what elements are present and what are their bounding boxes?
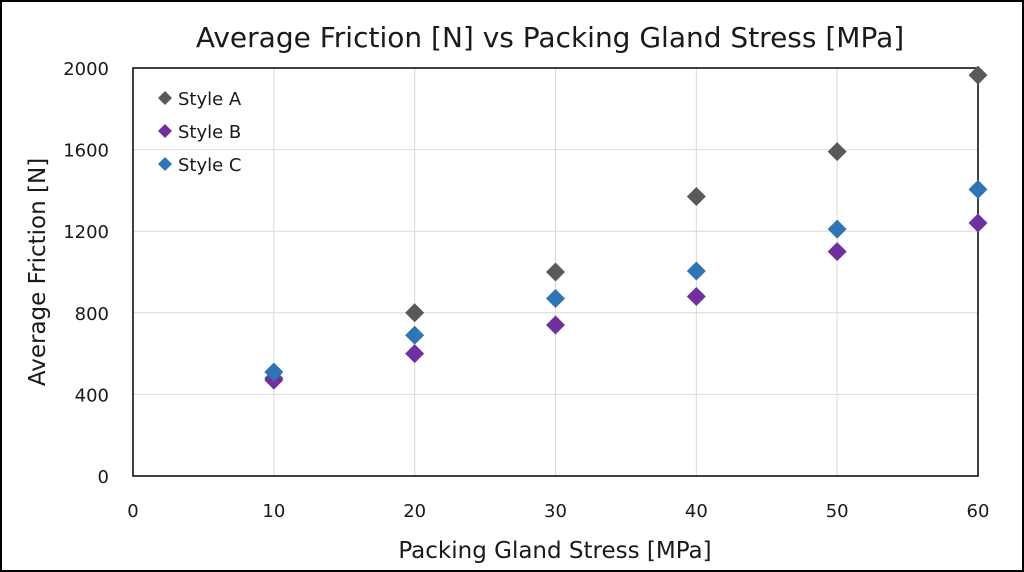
x-tick-label: 0 — [127, 501, 138, 522]
y-axis-title: Average Friction [N] — [25, 158, 51, 386]
series-style-c — [264, 179, 988, 382]
legend-marker — [158, 124, 172, 138]
axis-ticks: 0 10 20 30 40 50 60 0 400 800 1200 1600 2000 — [63, 59, 989, 522]
y-tick-label: 1200 — [63, 222, 109, 243]
chart-title: Average Friction [N] vs Packing Gland St… — [196, 21, 904, 54]
data-point — [827, 142, 847, 162]
x-tick-label: 60 — [967, 501, 990, 522]
data-point — [686, 286, 706, 306]
y-tick-label: 1600 — [63, 141, 109, 162]
data-point — [827, 242, 847, 262]
legend-label: Style B — [178, 122, 241, 143]
data-point — [405, 303, 425, 323]
legend-marker — [158, 157, 172, 171]
data-point — [968, 213, 988, 233]
x-tick-label: 10 — [262, 501, 285, 522]
data-point — [686, 187, 706, 207]
x-tick-label: 20 — [403, 501, 426, 522]
data-points — [264, 65, 988, 390]
legend-label: Style C — [178, 155, 242, 176]
data-point — [546, 289, 565, 309]
data-point — [546, 315, 565, 335]
data-point — [686, 261, 706, 281]
legend: Style A Style B Style C — [158, 89, 242, 176]
legend-label: Style A — [178, 89, 242, 110]
x-tick-label: 40 — [685, 501, 708, 522]
x-tick-label: 50 — [826, 501, 849, 522]
data-point — [968, 179, 988, 199]
series-style-b — [264, 213, 988, 390]
y-tick-label: 0 — [98, 467, 109, 488]
data-point — [827, 219, 847, 239]
data-point — [405, 325, 425, 345]
data-point — [546, 262, 565, 282]
plot-area-border — [132, 67, 979, 477]
y-tick-label: 800 — [75, 304, 109, 325]
legend-marker — [158, 91, 172, 105]
data-point — [264, 362, 284, 382]
data-point — [968, 65, 988, 85]
y-tick-label: 400 — [75, 385, 109, 406]
series-style-a — [264, 65, 988, 388]
x-axis-title: Packing Gland Stress [MPa] — [398, 538, 711, 564]
x-tick-label: 30 — [544, 501, 567, 522]
data-point — [405, 344, 425, 364]
y-tick-label: 2000 — [63, 59, 109, 80]
